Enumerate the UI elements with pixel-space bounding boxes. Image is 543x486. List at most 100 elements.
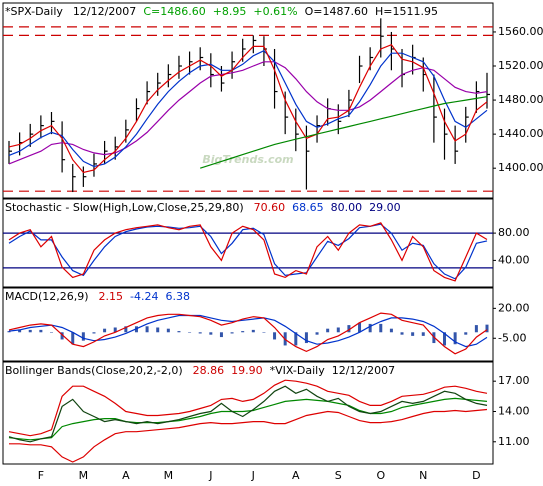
histogram-bar <box>262 332 266 333</box>
histogram-bar <box>124 326 128 333</box>
histogram-bar <box>347 325 351 333</box>
series-line <box>8 49 488 168</box>
readout: 29.00 <box>369 201 401 214</box>
panel-title: Stochastic - Slow(High,Low,Close,25,29,8… <box>5 201 244 214</box>
histogram-bar <box>177 331 181 333</box>
readout: 6.38 <box>166 290 191 303</box>
x-tick-label: A <box>122 469 130 482</box>
readout: H=1511.95 <box>375 5 438 18</box>
histogram-bar <box>411 332 415 336</box>
histogram-bar <box>92 332 96 334</box>
readout: +8.95 <box>213 5 247 18</box>
readout: +0.61% <box>253 5 297 18</box>
x-tick-label: O <box>376 469 385 482</box>
histogram-bar <box>198 332 202 334</box>
histogram-bar <box>336 327 340 333</box>
y-tick-label: 80.00 <box>498 226 530 239</box>
panel-content <box>8 379 488 463</box>
histogram-bar <box>103 328 107 333</box>
readout: 2.15 <box>99 290 124 303</box>
histogram-bar <box>251 329 255 333</box>
histogram-bar <box>358 322 362 333</box>
x-tick-label: N <box>419 469 427 482</box>
histogram-bar <box>219 332 223 338</box>
y-tick-label: 17.00 <box>498 374 530 387</box>
panel <box>2 2 494 199</box>
y-tick-label: 1400.00 <box>498 161 543 174</box>
y-tick-label: 20.00 <box>498 301 530 314</box>
histogram-bar <box>39 329 43 333</box>
series-line <box>8 397 488 441</box>
histogram-bar <box>273 332 277 340</box>
histogram-bar <box>166 328 170 333</box>
readout: O=1487.60 <box>305 5 368 18</box>
histogram-bar <box>389 328 393 333</box>
histogram-bar <box>379 323 383 333</box>
series-line <box>200 96 488 169</box>
readout: 12/12/2007 <box>73 5 136 18</box>
histogram-bar <box>60 332 64 340</box>
x-tick-label: J <box>208 469 212 482</box>
series-line <box>9 408 488 463</box>
panel-title: *SPX-Daily <box>5 5 63 18</box>
series-line <box>8 222 488 282</box>
histogram-bar <box>113 327 117 333</box>
histogram-bar <box>368 323 372 333</box>
series-line <box>8 314 488 348</box>
histogram-bar <box>294 332 298 346</box>
panel <box>2 287 494 362</box>
watermark: BigTrends.com <box>202 153 293 166</box>
histogram-bar <box>326 328 330 333</box>
x-tick-label: M <box>164 469 174 482</box>
series-line <box>8 385 488 443</box>
y-tick-label: 40.00 <box>498 253 530 266</box>
x-tick-label: D <box>472 469 480 482</box>
panel-title: Bollinger Bands(Close,20,2,-2,0) <box>5 364 183 377</box>
y-tick-label: -5.00 <box>498 331 526 344</box>
readout: 68.65 <box>292 201 324 214</box>
histogram-bar <box>81 332 85 341</box>
x-tick-label: M <box>79 469 89 482</box>
histogram-bar <box>485 324 489 333</box>
readout: 28.86 <box>193 364 225 377</box>
histogram-bar <box>230 332 234 334</box>
y-tick-label: 1480.00 <box>498 93 543 106</box>
histogram-bar <box>464 332 468 335</box>
y-tick-label: 1560.00 <box>498 25 543 38</box>
histogram-bar <box>453 332 457 345</box>
x-tick-label: A <box>292 469 300 482</box>
panel-title: MACD(12,26,9) <box>5 290 89 303</box>
histogram-bar <box>71 332 75 345</box>
readout: 80.00 <box>331 201 363 214</box>
histogram-bar <box>443 332 447 346</box>
histogram-bar <box>241 331 245 333</box>
y-tick-label: 1520.00 <box>498 59 543 72</box>
panel-content <box>3 222 493 282</box>
series-line <box>8 43 488 174</box>
histogram-bar <box>474 325 478 333</box>
series-line <box>8 223 488 280</box>
histogram-bar <box>315 332 319 335</box>
series-line <box>8 61 488 165</box>
histogram-bar <box>28 329 32 333</box>
panel-content: BigTrends.com <box>3 18 493 193</box>
histogram-bar <box>304 332 308 344</box>
y-tick-label: 1440.00 <box>498 127 543 140</box>
readout: 70.60 <box>254 201 286 214</box>
histogram-bar <box>421 332 425 336</box>
panel-content <box>7 312 489 355</box>
histogram-bar <box>7 331 11 333</box>
histogram-bar <box>49 332 53 333</box>
x-tick-label: S <box>335 469 342 482</box>
readout: -4.24 <box>130 290 158 303</box>
x-tick-label: J <box>251 469 255 482</box>
histogram-bar <box>156 327 160 333</box>
readout: C=1486.60 <box>143 5 205 18</box>
series-line <box>8 379 488 437</box>
histogram-bar <box>18 329 22 333</box>
series-line <box>8 312 488 355</box>
histogram-bar <box>188 332 192 333</box>
histogram-bar <box>209 332 213 335</box>
histogram-bar <box>145 326 149 333</box>
readout: 12/12/2007 <box>332 364 395 377</box>
